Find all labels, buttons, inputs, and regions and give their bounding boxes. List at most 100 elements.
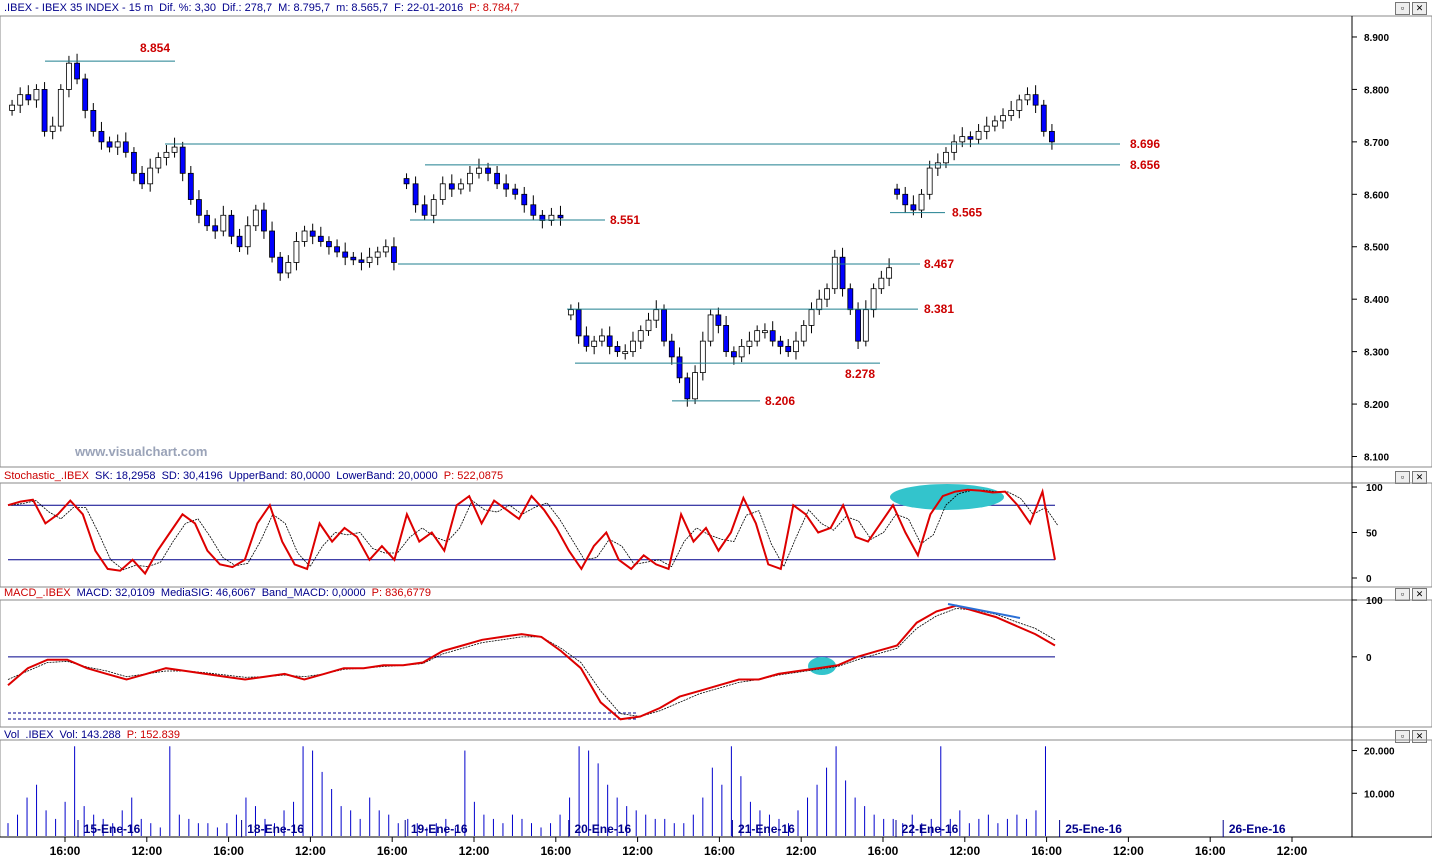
watermark: www.visualchart.com [75,444,208,459]
candle-body [521,193,528,206]
candle-body [530,204,537,216]
candle-body [334,246,340,253]
x-tick-label: 16:00 [50,844,81,857]
candle-body [606,335,613,347]
candle [430,194,437,224]
candle-body [171,146,178,153]
candle-body [1049,130,1055,143]
x-date-label: 15-Ene-16 [84,822,141,836]
candle [692,365,698,405]
x-tick-label: 16:00 [1031,844,1062,857]
candle [57,84,64,132]
candle-body [645,319,652,332]
panel-frame-1 [0,482,1432,588]
candle-body [862,309,869,342]
main-minimize-button[interactable]: ▫ [1395,2,1410,15]
min-label: m: 8.565,7 [336,2,389,14]
max-label: M: 8.795,7 [278,2,331,14]
candle [967,131,974,148]
candle-body [886,267,893,279]
candle-body [122,141,129,153]
candle-body [991,120,998,127]
candle [512,183,519,200]
vol-price: P: 152.839 [126,729,180,741]
candle-body [74,62,80,80]
candle [9,99,15,116]
candle-body [723,325,730,353]
date-label: F: 22-01-2016 [394,2,464,14]
candle [285,255,292,279]
candle-body [285,262,292,274]
candle [293,232,300,271]
candle [366,247,373,268]
stoch-d-line [10,489,1059,571]
candle [403,173,410,190]
candle [793,331,799,360]
candle-body [855,309,861,342]
x-tick-label: 16:00 [377,844,408,857]
candle-body [793,340,799,353]
candle-body [155,157,162,169]
candle-body [139,172,145,185]
candle [855,302,861,350]
candle-body [715,314,722,326]
candle [630,331,636,357]
candle [277,251,284,281]
candle-body [870,288,877,311]
candle-body [17,94,24,106]
x-tick-label: 12:00 [459,844,490,857]
candle [824,283,830,308]
y-tick-label: 8.600 [1364,190,1389,201]
candle-body [816,298,823,311]
candle [412,176,419,213]
candle [723,315,730,357]
candle [33,84,40,108]
candle-body [738,345,745,358]
candle [539,210,546,229]
candle [614,341,621,357]
candle-body [934,162,941,169]
candle-body [391,246,397,263]
candle [196,190,202,224]
candle-body [25,94,32,101]
candle-body [49,125,56,132]
candle-body [439,183,446,200]
dif-label: Dif.: 278,7 [222,2,273,14]
candle [637,325,644,350]
candle-body [350,256,357,261]
candle [212,218,219,239]
candle [467,165,473,192]
candle [374,246,381,266]
candle-body [591,340,598,347]
x-date-label: 18-Ene-16 [247,822,304,836]
candle-body [485,167,491,174]
candle-body [494,172,500,185]
main-close-button[interactable]: ✕ [1412,2,1427,15]
candle [163,145,170,166]
candle [738,339,745,363]
candle [131,147,137,182]
price-label: P: 8.784,7 [469,2,520,14]
candle [1024,87,1031,106]
candle-body [567,309,574,316]
candle-body [983,125,990,132]
candle [334,239,340,258]
stoch-close-button[interactable]: ✕ [1412,471,1427,484]
candle [1049,124,1055,150]
candle-body [228,214,235,237]
candle [179,141,186,182]
x-date-label: 26-Ene-16 [1229,822,1286,836]
candle [918,189,925,218]
candle-body [309,230,316,237]
candle-body [293,241,300,263]
level-label: 8.278 [845,367,875,381]
x-tick-label: 16:00 [704,844,735,857]
candle-body [692,372,698,400]
level-label: 8.656 [1130,158,1160,172]
candle [66,55,72,98]
candle-body [661,309,667,342]
candle-body [910,204,917,211]
stoch-y-label: 100 [1366,483,1383,494]
candle [114,134,121,155]
